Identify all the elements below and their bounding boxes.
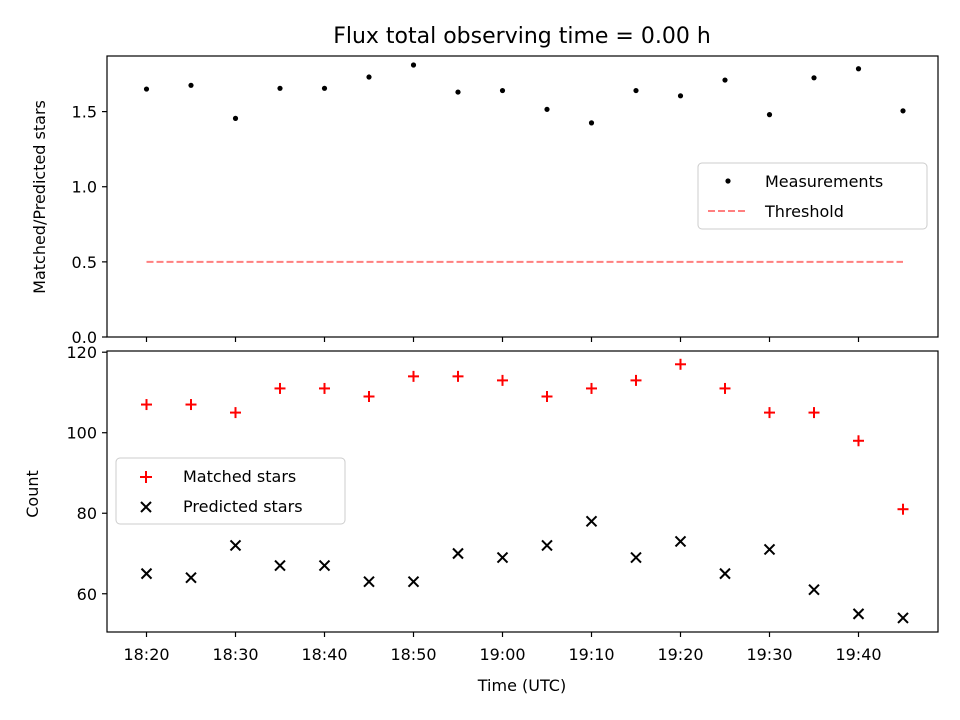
predicted-star-point [496,551,509,564]
bottom-x-ticks: 18:20 18:30 18:40 18:50 19:00 19:10 19:20 19:30… [123,632,882,664]
x-tick-label: 19:10 [568,645,614,664]
chart-title: Flux total observing time = 0.00 h [333,24,711,49]
matched-star-point [363,390,375,402]
measurement-point [900,108,906,114]
top-y-axis-label: Matched/Predicted stars [30,100,49,294]
matched-star-point [719,382,731,394]
measurement-point [766,112,773,118]
x-tick-label: 19:40 [835,645,881,664]
predicted-star-points [140,515,909,624]
bottom-y-tick-label: 120 [66,343,97,362]
measurement-point [633,87,639,94]
x-tick-label: 19:20 [657,645,703,664]
top-y-tick-label: 0.0 [72,328,97,347]
predicted-star-point [318,559,331,572]
top-y-tick-label: 1.5 [72,103,97,122]
legend-threshold-label: Threshold [764,202,844,221]
top-y-ticks: 0.0 0.5 1.0 1.5 [72,103,107,347]
measurement-point [321,85,328,91]
bottom-legend-frame [115,457,346,525]
measurement-point [499,87,506,94]
matched-star-point [541,390,553,402]
measurement-point [811,75,817,81]
matched-star-points [141,358,909,515]
measurement-point [677,93,684,99]
top-legend: Measurements Threshold [697,162,928,230]
matched-star-point [586,382,597,394]
bottom-y-axis-label: Count [23,470,42,518]
matched-star-point [853,435,864,447]
x-axis-label: Time (UTC) [477,676,566,695]
legend-measurements-label: Measurements [765,172,883,191]
matched-star-point [319,382,330,394]
x-tick-label: 19:00 [479,645,525,664]
measurement-point [544,106,550,112]
bottom-y-tick-label: 60 [77,585,97,604]
top-y-tick-label: 1.0 [72,178,97,197]
measurement-point [588,120,595,126]
matched-star-point [497,374,508,386]
predicted-star-point [452,547,464,560]
measurement-point [277,85,283,91]
measurement-point [143,86,150,92]
matched-star-point [230,407,241,419]
top-axes-frame [106,55,939,338]
legend-matched-marker [140,471,152,483]
legend-matched-label: Matched stars [183,467,296,486]
measurement-point [366,74,372,80]
matched-star-point [141,399,152,411]
x-tick-label: 19:30 [746,645,792,664]
bottom-y-tick-label: 100 [66,424,97,443]
x-tick-label: 18:30 [212,645,258,664]
predicted-star-point [852,608,865,620]
legend-measurements-marker [725,178,731,184]
matched-star-point [897,503,909,515]
x-tick-label: 18:20 [123,645,169,664]
matched-star-point [808,407,820,419]
predicted-star-point [674,535,687,548]
predicted-star-point [363,575,375,588]
matched-star-point [408,370,419,382]
top-x-ticks [145,337,860,342]
measurement-point [855,66,862,72]
matched-star-point [675,358,686,370]
predicted-star-point [585,515,598,527]
bottom-panel: 60 80 100 120 18:20 18:30 18:40 18:50 19:00 19:1… [23,343,939,695]
top-panel: Flux total observing time = 0.00 h 0.00.… [30,24,939,347]
matched-star-point [185,399,197,411]
x-tick-label: 18:50 [390,645,436,664]
top-y-tick-label: 0.5 [72,253,97,272]
matched-star-point [764,407,775,419]
top-legend-frame [697,162,928,230]
measurement-point [722,77,728,83]
matched-star-point [630,374,642,386]
bottom-axes-frame [106,350,939,633]
predicted-star-point [719,567,731,580]
measurement-point [188,82,194,88]
predicted-star-point [763,543,776,556]
predicted-star-point [140,567,153,580]
legend-predicted-marker [140,501,152,513]
measurement-point [232,115,239,121]
x-tick-label: 18:40 [301,645,347,664]
matched-star-point [452,370,464,382]
predicted-star-point [185,571,197,584]
predicted-star-point [407,575,420,588]
bottom-y-tick-label: 80 [77,504,97,523]
measurement-point [455,89,461,95]
predicted-star-point [897,612,909,624]
predicted-star-point [630,551,642,564]
bottom-legend: Matched stars Predicted stars [115,457,346,525]
measurement-points [143,62,906,126]
matched-star-point [274,382,286,394]
predicted-star-point [808,584,820,596]
bottom-y-ticks: 60 80 100 120 [66,343,107,604]
legend-predicted-label: Predicted stars [183,497,303,516]
predicted-star-point [229,539,242,552]
predicted-star-point [541,539,553,552]
predicted-star-point [274,559,286,572]
measurement-point [410,62,417,68]
